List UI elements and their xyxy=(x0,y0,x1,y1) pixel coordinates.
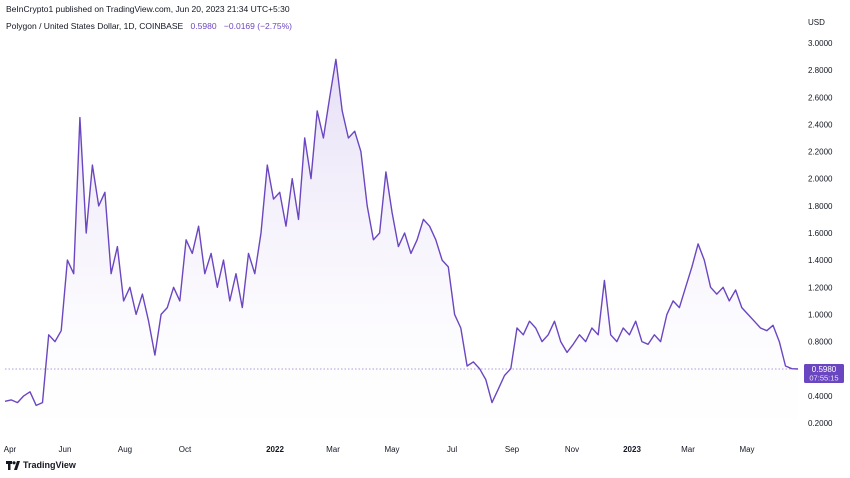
y-tick-label: 3.0000 xyxy=(808,39,833,48)
tradingview-brand[interactable]: TradingView xyxy=(6,460,76,470)
x-tick-label: Jul xyxy=(447,445,457,454)
y-tick-label: 0.2000 xyxy=(808,419,833,428)
y-tick-label: 1.2000 xyxy=(808,283,833,292)
currency-label: USD xyxy=(808,18,825,27)
y-tick-label: 0.4000 xyxy=(808,392,833,401)
x-tick-label: May xyxy=(739,445,754,454)
price-line xyxy=(4,58,799,407)
legend-change: −0.0169 (−2.75%) xyxy=(223,21,292,31)
publish-info: BeInCrypto1 published on TradingView.com… xyxy=(6,4,290,14)
x-tick-label: Jun xyxy=(59,445,72,454)
y-tick-label: 1.0000 xyxy=(808,310,833,319)
badge-countdown: 07:55:15 xyxy=(809,373,838,382)
y-tick-label: 1.6000 xyxy=(808,229,833,238)
symbol-legend: Polygon / United States Dollar, 1D, COIN… xyxy=(6,21,292,31)
y-tick-label: 1.4000 xyxy=(808,256,833,265)
y-tick-label: 0.8000 xyxy=(808,338,833,347)
x-tick-label: May xyxy=(384,445,399,454)
price-badge xyxy=(804,363,844,383)
x-tick-label: Aug xyxy=(118,445,132,454)
x-tick-label: Mar xyxy=(326,445,340,454)
x-tick-label: Nov xyxy=(565,445,579,454)
y-tick-label: 1.8000 xyxy=(808,202,833,211)
y-tick-label: 2.6000 xyxy=(808,93,833,102)
legend-price: 0.5980 xyxy=(190,21,217,31)
price-area xyxy=(5,59,798,437)
x-tick-label: 2023 xyxy=(623,445,641,454)
brand-name: TradingView xyxy=(23,460,76,470)
badge-price: 0.5980 xyxy=(812,365,837,374)
y-tick-label: 2.4000 xyxy=(808,120,833,129)
x-tick-label: Mar xyxy=(681,445,695,454)
tradingview-logo-icon xyxy=(6,460,20,470)
y-tick-label: 2.0000 xyxy=(808,175,833,184)
x-tick-label: Oct xyxy=(179,445,192,454)
symbol-title[interactable]: Polygon / United States Dollar, 1D, COIN… xyxy=(6,21,184,31)
x-tick-label: Apr xyxy=(4,445,17,454)
y-tick-label: 2.2000 xyxy=(808,148,833,157)
x-tick-label: Sep xyxy=(505,445,520,454)
y-tick-label: 2.8000 xyxy=(808,66,833,75)
x-tick-label: 2022 xyxy=(266,445,284,454)
